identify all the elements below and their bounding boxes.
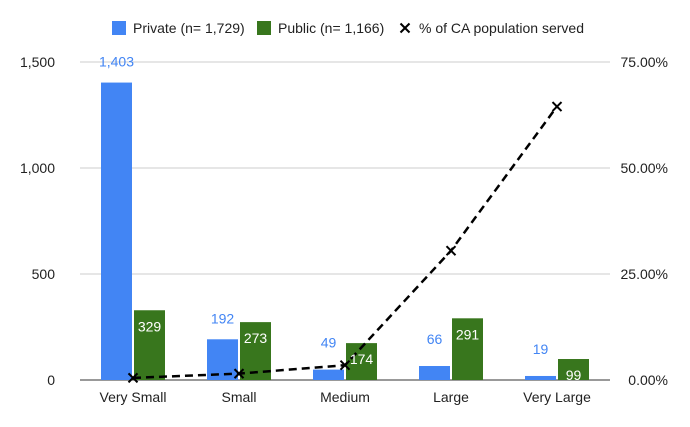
marker-stroke [127,372,139,384]
public-data-label: 273 [244,330,268,346]
x-tick-label: Small [221,389,256,405]
y-right-tick-label: 75.00% [621,54,668,70]
y-right-tick-label: 25.00% [621,266,668,282]
private-bar [419,366,450,380]
population-point-marker [233,368,245,379]
public-bar [452,318,483,380]
private-bar [525,375,556,380]
private-data-label: 192 [211,310,235,326]
legend-public: Public (n= 1,166) [257,20,384,36]
y-left-tick-label: 1,500 [20,54,55,70]
population-line [127,101,563,384]
marker-stroke [551,101,563,112]
population-point-marker [445,245,457,256]
y-right-tick-label: 50.00% [621,160,668,176]
public-data-label: 174 [350,351,374,367]
gridlines [80,61,610,381]
y-left-tick-label: 0 [47,372,55,388]
marker-stroke [233,368,245,379]
private-data-label: 49 [321,335,337,351]
x-tick-label: Very Small [100,389,167,405]
marker-stroke [339,359,351,371]
public-data-label: 329 [138,318,162,334]
population-point-marker [127,372,139,384]
private-data-label: 1,403 [99,54,134,70]
public-bar [346,343,377,380]
public-bar [558,359,589,380]
private-data-label: 19 [533,341,549,357]
bars [101,82,589,381]
x-tick-label: Very Large [523,389,591,405]
legend-population: % of CA population served [399,20,584,36]
legend-label: % of CA population served [419,20,584,36]
legend-swatch [257,21,271,35]
y-left-tick-label: 500 [32,266,56,282]
private-data-label: 66 [427,331,443,347]
private-bar [101,82,132,381]
population-point-marker [339,359,351,371]
public-bar [134,310,165,380]
public-data-label: 99 [566,367,582,383]
data-labels: 1,403 192 49 66 19 329 273 174 291 99 [99,54,582,383]
private-bar [207,339,238,380]
population-point-marker [551,101,563,112]
x-tick-label: Medium [320,389,370,405]
marker-stroke [445,245,457,256]
legend-label: Public (n= 1,166) [278,20,384,36]
x-tick-label: Large [433,389,469,405]
legend-label: Private (n= 1,729) [133,20,245,36]
private-bar [313,369,344,380]
y-left-tick-label: 1,000 [20,160,55,176]
legend-private: Private (n= 1,729) [112,20,245,36]
population-line-path [132,105,559,380]
legend-swatch [112,21,126,35]
y-right-tick-label: 0.00% [628,372,668,388]
public-data-label: 291 [456,326,480,342]
axes: 0 500 1,000 1,500 0.00% 25.00% 50.00% 75.00% Ver… [20,54,668,405]
legend-marker [399,22,411,34]
legend: Private (n= 1,729) Public (n= 1,166) % of … [112,20,584,36]
